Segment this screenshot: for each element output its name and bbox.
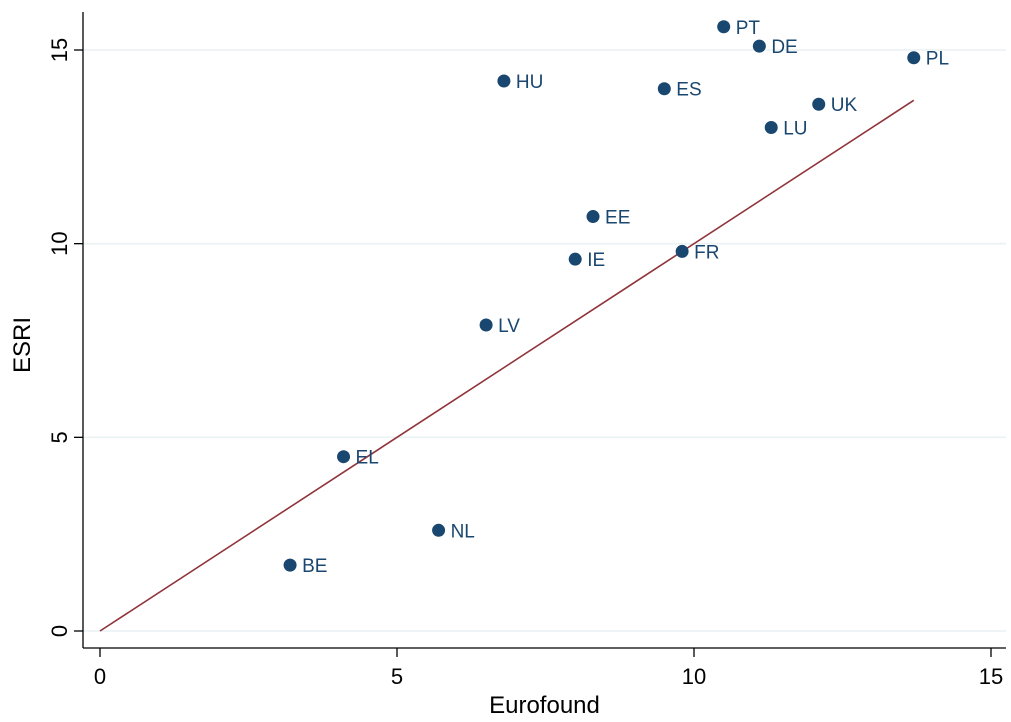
reference-line-group	[99, 99, 915, 632]
x-tick-label: 15	[979, 664, 1003, 689]
point-label: EL	[356, 448, 379, 469]
point-marker	[717, 20, 731, 34]
gridlines	[83, 49, 1006, 632]
data-point-nl: NL	[432, 521, 475, 542]
point-label: DE	[771, 37, 797, 58]
data-point-el: EL	[337, 448, 379, 469]
point-label: ES	[676, 80, 701, 101]
point-marker	[586, 210, 600, 224]
point-marker	[283, 558, 297, 572]
y-tick-label: 10	[47, 231, 72, 255]
data-point-pt: PT	[717, 18, 760, 39]
point-label: HU	[516, 72, 543, 93]
data-point-uk: UK	[812, 95, 857, 116]
point-label: PT	[736, 18, 761, 39]
point-marker	[337, 450, 351, 464]
data-point-lu: LU	[764, 118, 808, 139]
data-point-ee: EE	[586, 208, 630, 229]
point-label: FR	[694, 242, 719, 263]
data-points: PT DE PL HU ES UK LU EE FR IE LV EL NL BE	[283, 18, 949, 577]
data-point-de: DE	[752, 37, 798, 58]
point-marker	[479, 318, 493, 332]
y-tick-label: 5	[47, 431, 72, 443]
reference-line	[99, 99, 915, 632]
data-point-be: BE	[283, 556, 327, 577]
data-point-es: ES	[657, 80, 702, 101]
ticks: 0 5 10 15 0 5 10 15	[47, 38, 1003, 689]
point-marker	[675, 244, 689, 258]
point-label: IE	[587, 250, 605, 271]
point-label: BE	[302, 556, 327, 577]
point-marker	[568, 252, 582, 266]
x-tick-label: 10	[682, 664, 706, 689]
point-label: LU	[783, 118, 807, 139]
point-label: UK	[831, 95, 858, 116]
data-point-fr: FR	[675, 242, 719, 263]
point-label: LV	[498, 316, 520, 337]
point-label: NL	[451, 521, 475, 542]
point-marker	[497, 74, 511, 88]
point-marker	[432, 523, 446, 537]
y-tick-label: 0	[47, 625, 72, 637]
point-label: EE	[605, 208, 630, 229]
x-tick-label: 0	[94, 664, 106, 689]
y-tick-label: 15	[47, 38, 72, 62]
point-label: PL	[926, 49, 949, 70]
point-marker	[907, 51, 921, 65]
data-point-pl: PL	[907, 49, 949, 70]
data-point-ie: IE	[568, 250, 605, 271]
point-marker	[657, 82, 671, 96]
x-tick-label: 5	[391, 664, 403, 689]
data-point-lv: LV	[479, 316, 520, 337]
y-axis-title: ESRI	[9, 317, 36, 373]
point-marker	[812, 97, 826, 111]
axes	[82, 12, 1006, 649]
point-marker	[764, 120, 778, 134]
data-point-hu: HU	[497, 72, 543, 93]
point-marker	[752, 39, 766, 53]
x-axis-title: Eurofound	[489, 692, 600, 719]
